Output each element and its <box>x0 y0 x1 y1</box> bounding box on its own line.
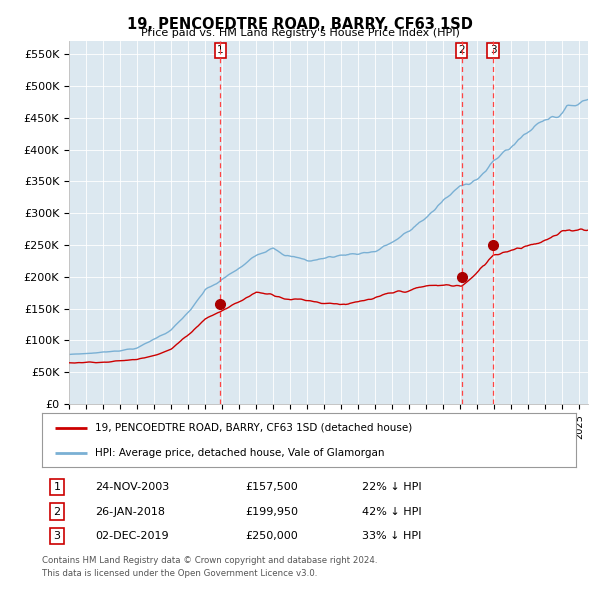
Text: Contains HM Land Registry data © Crown copyright and database right 2024.: Contains HM Land Registry data © Crown c… <box>42 556 377 565</box>
Text: 1: 1 <box>217 45 224 55</box>
Text: HPI: Average price, detached house, Vale of Glamorgan: HPI: Average price, detached house, Vale… <box>95 448 385 458</box>
Text: £157,500: £157,500 <box>245 482 298 492</box>
Text: 2: 2 <box>53 507 61 516</box>
Text: £199,950: £199,950 <box>245 507 298 516</box>
Text: 3: 3 <box>490 45 496 55</box>
Text: 2: 2 <box>458 45 465 55</box>
Text: Price paid vs. HM Land Registry's House Price Index (HPI): Price paid vs. HM Land Registry's House … <box>140 28 460 38</box>
Text: £250,000: £250,000 <box>245 531 298 541</box>
Text: 19, PENCOEDTRE ROAD, BARRY, CF63 1SD: 19, PENCOEDTRE ROAD, BARRY, CF63 1SD <box>127 17 473 31</box>
Text: 3: 3 <box>53 531 61 541</box>
Text: 02-DEC-2019: 02-DEC-2019 <box>95 531 169 541</box>
Text: 22% ↓ HPI: 22% ↓ HPI <box>362 482 422 492</box>
Text: 19, PENCOEDTRE ROAD, BARRY, CF63 1SD (detached house): 19, PENCOEDTRE ROAD, BARRY, CF63 1SD (de… <box>95 422 413 432</box>
Text: 42% ↓ HPI: 42% ↓ HPI <box>362 507 422 516</box>
Text: 24-NOV-2003: 24-NOV-2003 <box>95 482 170 492</box>
Text: 1: 1 <box>53 482 61 492</box>
Text: 26-JAN-2018: 26-JAN-2018 <box>95 507 166 516</box>
Text: This data is licensed under the Open Government Licence v3.0.: This data is licensed under the Open Gov… <box>42 569 317 578</box>
Text: 33% ↓ HPI: 33% ↓ HPI <box>362 531 422 541</box>
